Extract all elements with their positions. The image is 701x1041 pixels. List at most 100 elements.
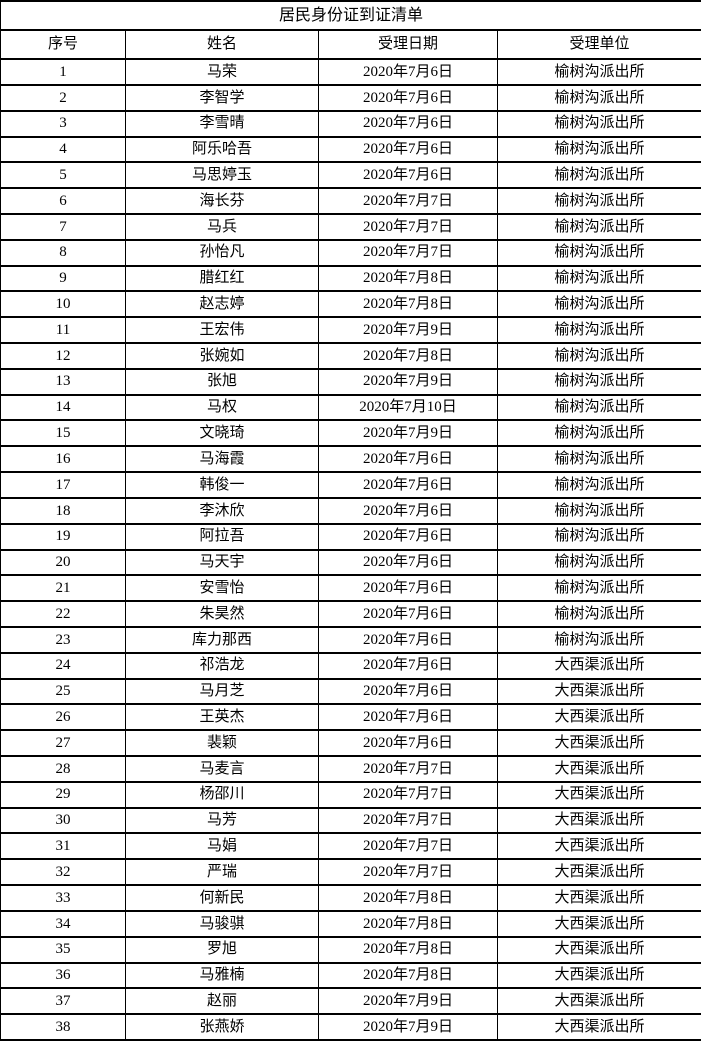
table-row: 27 裴颖 2020年7月6日 大西渠派出所	[0, 729, 701, 757]
cell-unit: 榆树沟派出所	[496, 574, 701, 603]
table-row: 13 张旭 2020年7月9日 榆树沟派出所	[0, 367, 701, 396]
cell-name: 罗旭	[125, 935, 319, 964]
cell-name: 马天宇	[125, 548, 319, 577]
cell-date: 2020年7月6日	[318, 600, 498, 628]
cell-serial: 5	[0, 161, 126, 190]
cell-name: 祁浩龙	[125, 651, 319, 680]
table-row: 38 张燕娇 2020年7月9日 大西渠派出所	[0, 1013, 701, 1041]
table-row: 4 阿乐哈吾 2020年7月6日 榆树沟派出所	[0, 135, 701, 164]
cell-serial: 22	[0, 600, 126, 628]
cell-date: 2020年7月9日	[318, 1013, 498, 1041]
cell-unit: 大西渠派出所	[496, 987, 701, 1016]
table-title-row: 居民身份证到证清单	[0, 0, 701, 32]
cell-name: 马麦言	[125, 755, 319, 783]
table-row: 9 腊红红 2020年7月8日 榆树沟派出所	[0, 264, 701, 293]
cell-serial: 1	[0, 58, 126, 86]
cell-name: 张燕娇	[125, 1013, 319, 1041]
cell-unit: 榆树沟派出所	[496, 522, 701, 551]
cell-serial: 6	[0, 187, 126, 215]
table-row: 26 王英杰 2020年7月6日 大西渠派出所	[0, 703, 701, 732]
table-row: 5 马思婷玉 2020年7月6日 榆树沟派出所	[0, 161, 701, 190]
cell-unit: 大西渠派出所	[496, 729, 701, 757]
table-row: 33 何新民 2020年7月8日 大西渠派出所	[0, 884, 701, 912]
cell-name: 马芳	[125, 806, 319, 835]
cell-date: 2020年7月9日	[318, 367, 498, 396]
column-header-date: 受理日期	[318, 29, 498, 61]
cell-unit: 榆树沟派出所	[496, 264, 701, 293]
cell-date: 2020年7月9日	[318, 419, 498, 448]
cell-serial: 33	[0, 884, 126, 912]
cell-name: 赵丽	[125, 987, 319, 1016]
cell-unit: 大西渠派出所	[496, 832, 701, 861]
cell-name: 阿乐哈吾	[125, 135, 319, 164]
cell-unit: 榆树沟派出所	[496, 135, 701, 164]
cell-name: 安雪怡	[125, 574, 319, 603]
cell-serial: 32	[0, 858, 126, 887]
table-row: 8 孙怡凡 2020年7月7日 榆树沟派出所	[0, 238, 701, 267]
cell-serial: 29	[0, 780, 126, 809]
cell-serial: 26	[0, 703, 126, 732]
table-row: 11 王宏伟 2020年7月9日 榆树沟派出所	[0, 316, 701, 344]
cell-serial: 27	[0, 729, 126, 757]
cell-date: 2020年7月9日	[318, 987, 498, 1016]
cell-name: 马骏骐	[125, 909, 319, 938]
cell-date: 2020年7月7日	[318, 755, 498, 783]
cell-unit: 大西渠派出所	[496, 961, 701, 990]
cell-date: 2020年7月7日	[318, 858, 498, 887]
cell-unit: 榆树沟派出所	[496, 83, 701, 112]
cell-serial: 20	[0, 548, 126, 577]
cell-date: 2020年7月6日	[318, 651, 498, 680]
cell-date: 2020年7月6日	[318, 548, 498, 577]
cell-serial: 14	[0, 393, 126, 422]
cell-date: 2020年7月6日	[318, 135, 498, 164]
cell-name: 李雪晴	[125, 109, 319, 138]
cell-name: 李智学	[125, 83, 319, 112]
cell-date: 2020年7月6日	[318, 625, 498, 654]
cell-serial: 25	[0, 677, 126, 706]
table-row: 16 马海霞 2020年7月6日 榆树沟派出所	[0, 445, 701, 474]
cell-unit: 榆树沟派出所	[496, 58, 701, 86]
cell-serial: 12	[0, 342, 126, 370]
cell-unit: 大西渠派出所	[496, 909, 701, 938]
cell-unit: 大西渠派出所	[496, 935, 701, 964]
table-row: 21 安雪怡 2020年7月6日 榆树沟派出所	[0, 574, 701, 603]
cell-name: 裴颖	[125, 729, 319, 757]
cell-name: 马权	[125, 393, 319, 422]
cell-date: 2020年7月7日	[318, 832, 498, 861]
cell-serial: 8	[0, 238, 126, 267]
cell-unit: 榆树沟派出所	[496, 212, 701, 241]
column-header-serial: 序号	[0, 29, 126, 61]
cell-date: 2020年7月6日	[318, 161, 498, 190]
table-row: 25 马月芝 2020年7月6日 大西渠派出所	[0, 677, 701, 706]
cell-name: 马思婷玉	[125, 161, 319, 190]
cell-date: 2020年7月6日	[318, 729, 498, 757]
cell-serial: 4	[0, 135, 126, 164]
cell-name: 文晓琦	[125, 419, 319, 448]
cell-name: 马兵	[125, 212, 319, 241]
cell-name: 赵志婷	[125, 290, 319, 319]
cell-name: 杨邵川	[125, 780, 319, 809]
cell-date: 2020年7月7日	[318, 780, 498, 809]
cell-serial: 30	[0, 806, 126, 835]
cell-unit: 榆树沟派出所	[496, 445, 701, 474]
table-row: 20 马天宇 2020年7月6日 榆树沟派出所	[0, 548, 701, 577]
cell-unit: 大西渠派出所	[496, 806, 701, 835]
table-row: 17 韩俊一 2020年7月6日 榆树沟派出所	[0, 471, 701, 499]
table-row: 14 马权 2020年7月10日 榆树沟派出所	[0, 393, 701, 422]
cell-serial: 37	[0, 987, 126, 1016]
cell-serial: 17	[0, 471, 126, 499]
cell-name: 张婉如	[125, 342, 319, 370]
cell-serial: 36	[0, 961, 126, 990]
cell-serial: 31	[0, 832, 126, 861]
cell-date: 2020年7月9日	[318, 316, 498, 344]
cell-unit: 大西渠派出所	[496, 858, 701, 887]
cell-serial: 23	[0, 625, 126, 654]
table-row: 24 祁浩龙 2020年7月6日 大西渠派出所	[0, 651, 701, 680]
cell-name: 海长芬	[125, 187, 319, 215]
table-row: 30 马芳 2020年7月7日 大西渠派出所	[0, 806, 701, 835]
cell-name: 马荣	[125, 58, 319, 86]
cell-unit: 榆树沟派出所	[496, 161, 701, 190]
cell-unit: 榆树沟派出所	[496, 548, 701, 577]
cell-name: 王英杰	[125, 703, 319, 732]
